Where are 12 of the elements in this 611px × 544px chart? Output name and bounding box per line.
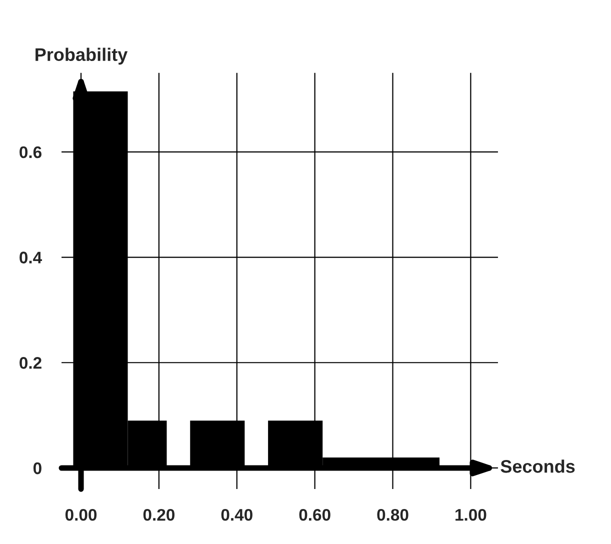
x-tick-label: 0.40 — [221, 508, 252, 521]
x-tick-label: 0.20 — [143, 508, 174, 521]
y-tick-label: 0.4 — [20, 252, 42, 264]
y-tick-label: 0.2 — [20, 357, 42, 369]
y-tick-label: 0.6 — [20, 146, 42, 158]
x-tick-label: 0.60 — [299, 508, 330, 521]
x-tick-label: 0.80 — [377, 508, 408, 521]
y-tick-label: 0 — [33, 462, 42, 474]
x-axis-title: Seconds — [500, 460, 575, 473]
y-axis-title: Probability — [36, 48, 128, 65]
x-tick-label: 1.00 — [456, 508, 486, 521]
x-tick-label: 0.00 — [65, 508, 97, 521]
